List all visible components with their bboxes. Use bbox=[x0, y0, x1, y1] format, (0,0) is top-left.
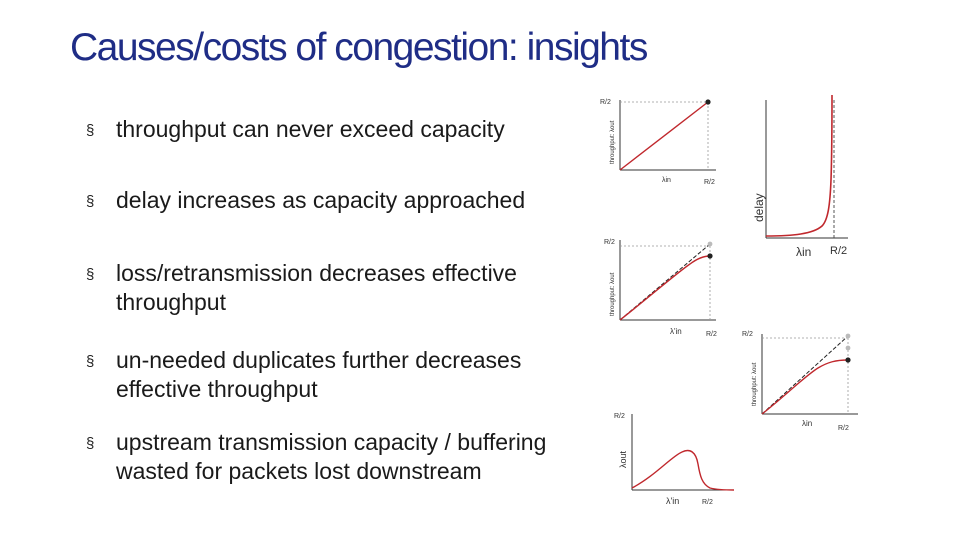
ideal-point bbox=[845, 333, 851, 339]
x-axis-label: λ'in bbox=[666, 496, 679, 506]
y-axis-label: throughput: λout bbox=[610, 120, 616, 164]
throughput-curve bbox=[761, 359, 849, 415]
bullet-marker: § bbox=[86, 435, 95, 452]
y-tick-label: R/2 bbox=[742, 331, 753, 338]
actual-point bbox=[845, 357, 851, 363]
bullet-marker: § bbox=[86, 122, 95, 139]
bullet-text: throughput can never exceed capacity bbox=[116, 116, 505, 142]
bullet-marker: § bbox=[86, 266, 95, 283]
y-tick-label: R/2 bbox=[600, 99, 611, 106]
ideal-point bbox=[707, 241, 713, 247]
retransmission-throughput-plot: R/2 R/2 λ'in throughput: λout bbox=[598, 232, 728, 342]
bullet-text: un-needed duplicates further decreases e… bbox=[116, 347, 522, 402]
throughput-curve bbox=[619, 101, 709, 171]
delay-curve bbox=[765, 94, 833, 237]
retransmission-point bbox=[845, 345, 851, 351]
x-axis-label: λ'in bbox=[670, 327, 682, 336]
y-axis-label: throughput: λout bbox=[610, 272, 616, 316]
multihop-throughput-plot: R/2 R/2 λ'in λout bbox=[610, 406, 742, 512]
capacity-point bbox=[705, 99, 711, 105]
throughput-curve bbox=[619, 255, 711, 321]
y-axis-label: λout bbox=[618, 450, 628, 468]
ideal-line bbox=[761, 335, 849, 415]
delay-vs-load-plot: delay λin R/2 bbox=[748, 90, 858, 260]
x-tick-label: R/2 bbox=[838, 425, 849, 432]
x-axis-label: λin bbox=[662, 177, 671, 184]
x-tick-label: R/2 bbox=[830, 245, 847, 257]
bullet-text: loss/retransmission decreases effective … bbox=[116, 260, 517, 315]
bullet-text: upstream transmission capacity / bufferi… bbox=[116, 429, 547, 484]
slide-title: Causes/costs of congestion: insights bbox=[70, 26, 648, 69]
x-tick-label: R/2 bbox=[704, 179, 715, 186]
bullet-marker: § bbox=[86, 353, 95, 370]
y-axis-label: delay bbox=[752, 193, 766, 222]
x-axis-label: λin bbox=[796, 245, 811, 259]
x-tick-label: R/2 bbox=[702, 499, 713, 506]
y-tick-label: R/2 bbox=[614, 413, 625, 420]
y-axis-label: throughput: λout bbox=[752, 362, 758, 406]
bullet-marker: § bbox=[86, 193, 95, 210]
x-axis-label: λin bbox=[802, 419, 812, 428]
bullet-text: delay increases as capacity approached bbox=[116, 187, 526, 213]
throughput-vs-load-plot: R/2 R/2 λin throughput: λout bbox=[598, 92, 728, 192]
throughput-curve bbox=[631, 449, 735, 491]
actual-point bbox=[707, 253, 713, 259]
x-tick-label: R/2 bbox=[706, 331, 717, 338]
y-tick-label: R/2 bbox=[604, 239, 615, 246]
duplicates-throughput-plot: R/2 R/2 λin throughput: λout bbox=[740, 326, 870, 436]
